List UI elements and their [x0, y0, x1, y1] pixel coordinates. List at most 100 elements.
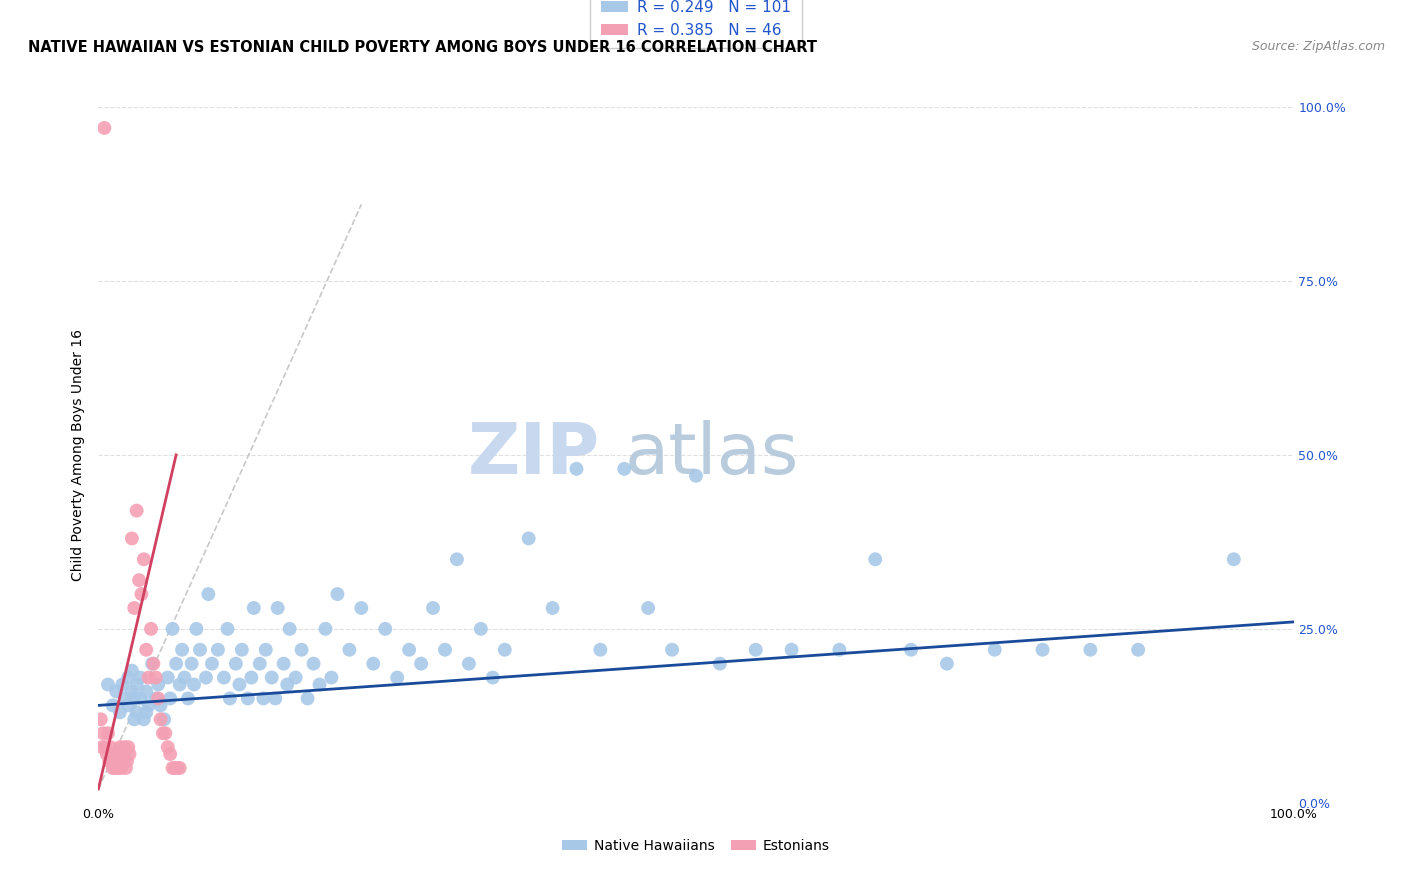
Point: [105, 684, 128, 698]
Point: [105, 747, 128, 761]
Point: [661, 642, 683, 657]
Point: [152, 726, 174, 740]
Point: [745, 642, 768, 657]
Point: [1128, 642, 1150, 657]
Point: [709, 657, 731, 671]
Point: [98, 754, 121, 768]
Point: [217, 622, 239, 636]
Point: [260, 671, 283, 685]
Text: Source: ZipAtlas.com: Source: ZipAtlas.com: [1251, 40, 1385, 54]
Point: [225, 657, 247, 671]
Point: [172, 642, 194, 657]
Point: [121, 532, 143, 546]
Point: [363, 657, 385, 671]
Point: [458, 657, 481, 671]
Point: [302, 657, 325, 671]
Point: [148, 691, 170, 706]
Point: [145, 691, 167, 706]
Point: [984, 642, 1007, 657]
Point: [481, 671, 505, 685]
Point: [249, 657, 271, 671]
Point: [297, 691, 319, 706]
Point: [321, 671, 343, 685]
Point: [90, 712, 112, 726]
Point: [124, 691, 146, 706]
Point: [96, 747, 118, 761]
Point: [124, 601, 146, 615]
Point: [115, 754, 138, 768]
Point: [142, 657, 165, 671]
Point: [541, 601, 564, 615]
Point: [117, 740, 139, 755]
Point: [637, 601, 659, 615]
Point: [278, 622, 301, 636]
Point: [135, 642, 157, 657]
Point: [517, 532, 540, 546]
Point: [308, 677, 330, 691]
Point: [132, 552, 155, 566]
Point: [153, 712, 176, 726]
Point: [339, 642, 361, 657]
Point: [243, 601, 266, 615]
Point: [128, 573, 150, 587]
Point: [155, 726, 177, 740]
Legend: Native Hawaiians, Estonians: Native Hawaiians, Estonians: [557, 833, 835, 858]
Point: [111, 747, 134, 761]
Point: [273, 657, 295, 671]
Point: [156, 671, 179, 685]
Point: [149, 712, 172, 726]
Point: [124, 712, 146, 726]
Point: [446, 552, 468, 566]
Point: [900, 642, 922, 657]
Point: [156, 740, 179, 755]
Point: [159, 747, 181, 761]
Point: [865, 552, 887, 566]
Point: [108, 706, 131, 720]
Point: [284, 671, 307, 685]
Point: [398, 642, 420, 657]
Point: [374, 622, 396, 636]
Point: [169, 677, 191, 691]
Point: [112, 754, 135, 768]
Point: [117, 698, 139, 713]
Point: [94, 740, 117, 755]
Point: [1032, 642, 1054, 657]
Point: [132, 712, 155, 726]
Point: [97, 677, 120, 691]
Point: [101, 761, 124, 775]
Point: [434, 642, 457, 657]
Y-axis label: Child Poverty Among Boys Under 16: Child Poverty Among Boys Under 16: [72, 329, 86, 581]
Text: NATIVE HAWAIIAN VS ESTONIAN CHILD POVERTY AMONG BOYS UNDER 16 CORRELATION CHART: NATIVE HAWAIIAN VS ESTONIAN CHILD POVERT…: [28, 40, 817, 55]
Point: [613, 462, 636, 476]
Point: [173, 671, 195, 685]
Point: [117, 671, 139, 685]
Point: [107, 754, 129, 768]
Point: [107, 761, 129, 775]
Point: [103, 747, 125, 761]
Point: [97, 726, 120, 740]
Point: [100, 754, 122, 768]
Point: [780, 642, 803, 657]
Point: [111, 677, 134, 691]
Point: [138, 698, 160, 713]
Point: [207, 642, 229, 657]
Point: [135, 706, 157, 720]
Point: [166, 761, 188, 775]
Text: ZIP: ZIP: [468, 420, 600, 490]
Point: [135, 684, 157, 698]
Point: [104, 761, 127, 775]
Point: [93, 120, 115, 135]
Point: [165, 657, 187, 671]
Point: [159, 691, 181, 706]
Point: [470, 622, 492, 636]
Point: [197, 587, 219, 601]
Point: [228, 677, 250, 691]
Point: [315, 622, 337, 636]
Point: [115, 761, 138, 775]
Point: [169, 761, 191, 775]
Point: [422, 601, 444, 615]
Point: [138, 671, 160, 685]
Point: [129, 671, 152, 685]
Point: [240, 671, 263, 685]
Point: [231, 642, 253, 657]
